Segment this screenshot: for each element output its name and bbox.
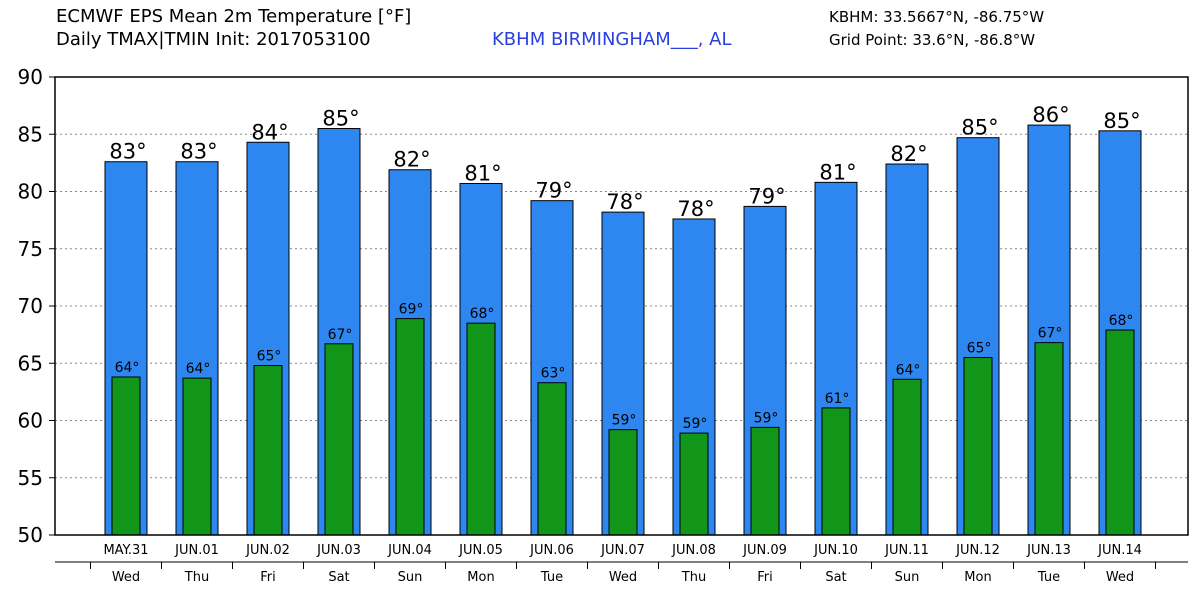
x-date-label: JUN.09 bbox=[742, 543, 787, 558]
y-tick-label: 70 bbox=[18, 294, 43, 318]
y-tick-label: 55 bbox=[18, 466, 43, 490]
y-tick-label: 65 bbox=[18, 351, 43, 375]
tmin-value-label: 68° bbox=[1109, 313, 1134, 329]
tmin-bar bbox=[750, 426, 780, 536]
tmax-value-label: 83° bbox=[109, 140, 146, 164]
x-date-label: JUN.01 bbox=[174, 543, 219, 558]
tmin-value-label: 65° bbox=[967, 341, 992, 357]
y-tick-label: 85 bbox=[18, 122, 43, 146]
chart-title: ECMWF EPS Mean 2m Temperature [°F] bbox=[56, 6, 412, 27]
chart-subtitle: Daily TMAX|TMIN Init: 2017053100 bbox=[56, 29, 371, 50]
tmin-value-label: 63° bbox=[541, 366, 566, 382]
x-weekday-label: Wed bbox=[609, 570, 637, 585]
y-tick-label: 75 bbox=[18, 237, 43, 261]
tmin-value-label: 65° bbox=[257, 349, 282, 365]
x-weekday-label: Fri bbox=[260, 570, 276, 585]
x-weekday-label: Sat bbox=[825, 570, 846, 585]
y-tick-label: 50 bbox=[18, 523, 43, 547]
tmin-value-label: 59° bbox=[754, 410, 779, 426]
tmax-value-label: 82° bbox=[890, 142, 927, 166]
tmax-value-label: 78° bbox=[677, 197, 714, 221]
x-weekday-label: Sun bbox=[398, 570, 423, 585]
tmin-bar bbox=[466, 322, 496, 536]
tmin-bar bbox=[821, 407, 851, 536]
tmax-value-label: 81° bbox=[819, 160, 856, 184]
tmin-value-label: 59° bbox=[683, 416, 708, 432]
tmin-bar bbox=[395, 318, 425, 536]
tmax-value-label: 82° bbox=[393, 148, 430, 172]
tmax-value-label: 85° bbox=[1103, 109, 1140, 133]
tmax-value-label: 85° bbox=[322, 107, 359, 131]
tmin-bar bbox=[892, 378, 922, 536]
tmin-value-label: 61° bbox=[825, 391, 850, 407]
tmin-bar bbox=[111, 376, 141, 536]
tmin-bar bbox=[1105, 329, 1135, 536]
tmin-value-label: 69° bbox=[399, 302, 424, 318]
tmax-value-label: 86° bbox=[1032, 103, 1069, 127]
tmax-value-label: 84° bbox=[251, 120, 288, 144]
tmax-value-label: 78° bbox=[606, 190, 643, 214]
x-weekday-label: Mon bbox=[467, 570, 494, 585]
tmax-value-label: 79° bbox=[535, 179, 572, 203]
tmin-value-label: 67° bbox=[328, 327, 353, 343]
tmin-value-label: 59° bbox=[612, 413, 637, 429]
x-weekday-label: Thu bbox=[184, 570, 209, 585]
x-date-label: JUN.12 bbox=[955, 543, 1000, 558]
tmin-value-label: 64° bbox=[186, 361, 211, 377]
x-weekday-label: Wed bbox=[112, 570, 140, 585]
x-date-label: JUN.03 bbox=[316, 543, 361, 558]
x-date-label: JUN.02 bbox=[245, 543, 290, 558]
y-tick-label: 60 bbox=[18, 409, 43, 433]
x-weekday-label: Wed bbox=[1106, 570, 1134, 585]
x-weekday-label: Tue bbox=[1037, 570, 1060, 585]
x-weekday-label: Fri bbox=[757, 570, 773, 585]
x-date-label: JUN.10 bbox=[813, 543, 858, 558]
y-tick-label: 90 bbox=[18, 65, 43, 89]
y-tick-label: 80 bbox=[18, 180, 43, 204]
station-coords: KBHM: 33.5667°N, -86.75°W bbox=[829, 8, 1045, 26]
x-date-label: JUN.05 bbox=[458, 543, 503, 558]
x-weekday-label: Tue bbox=[540, 570, 563, 585]
tmin-value-label: 67° bbox=[1038, 326, 1063, 342]
tmin-bar bbox=[324, 343, 354, 536]
x-date-label: JUN.06 bbox=[529, 543, 574, 558]
tmax-value-label: 81° bbox=[464, 161, 501, 185]
tmax-value-label: 79° bbox=[748, 184, 785, 208]
tmax-value-label: 83° bbox=[180, 140, 217, 164]
tmax-value-label: 85° bbox=[961, 116, 998, 140]
tmin-value-label: 64° bbox=[115, 360, 140, 376]
tmin-bar bbox=[537, 382, 567, 536]
tmin-bar bbox=[253, 365, 283, 536]
tmin-value-label: 64° bbox=[896, 362, 921, 378]
x-weekday-label: Thu bbox=[681, 570, 706, 585]
tmin-bar bbox=[182, 377, 212, 536]
tmin-bar bbox=[608, 429, 638, 536]
x-date-label: JUN.07 bbox=[600, 543, 645, 558]
x-date-label: JUN.08 bbox=[671, 543, 716, 558]
tmin-bar bbox=[679, 432, 709, 536]
x-weekday-label: Mon bbox=[964, 570, 991, 585]
x-date-label: MAY.31 bbox=[103, 543, 148, 558]
x-date-label: JUN.11 bbox=[884, 543, 929, 558]
tmin-bar bbox=[963, 357, 993, 536]
tmin-value-label: 68° bbox=[470, 306, 495, 322]
grid-point-coords: Grid Point: 33.6°N, -86.8°W bbox=[829, 31, 1036, 49]
plot-border bbox=[54, 76, 1189, 536]
x-weekday-label: Sun bbox=[895, 570, 920, 585]
location-label: KBHM BIRMINGHAM___, AL bbox=[492, 29, 732, 50]
x-date-label: JUN.13 bbox=[1026, 543, 1071, 558]
x-weekday-label: Sat bbox=[328, 570, 349, 585]
x-date-label: JUN.14 bbox=[1097, 543, 1142, 558]
tmin-bar bbox=[1034, 342, 1064, 536]
x-date-label: JUN.04 bbox=[387, 543, 432, 558]
